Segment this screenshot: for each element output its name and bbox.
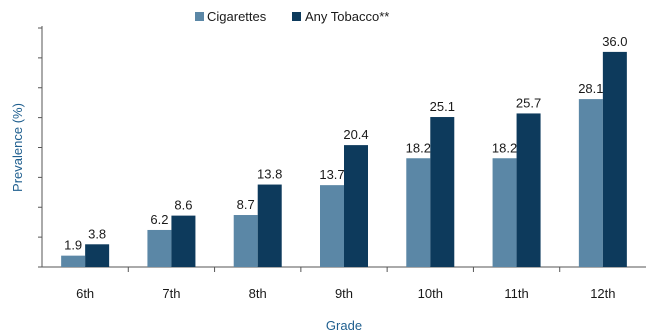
bar-cigarettes-10th — [406, 158, 431, 267]
data-label: 13.7 — [319, 167, 344, 182]
bar-any-tobacco-7th — [171, 215, 196, 267]
bar-any-tobacco-9th — [344, 145, 368, 267]
data-label: 18.2 — [406, 140, 431, 155]
bar-any-tobacco-11th — [516, 113, 541, 267]
x-tick-label: 7th — [162, 286, 180, 301]
bar-any-tobacco-12th — [602, 51, 627, 268]
x-tick-label: 12th — [590, 286, 615, 301]
legend-label-cigarettes: Cigarettes — [207, 9, 267, 24]
data-labels: 1.9 3.8 6.2 8.6 8.713.8 13.7 20.4 18.2 25.1 18.2 2… — [64, 34, 627, 253]
data-label: 36.0 — [602, 34, 627, 49]
bar-cigarettes-9th — [320, 185, 344, 267]
bar-any-tobacco-10th — [430, 117, 455, 267]
legend-label-any-tobacco: Any Tobacco** — [305, 9, 389, 24]
data-label: 8.7 — [237, 197, 255, 212]
bar-cigarettes-11th — [492, 158, 517, 267]
bar-any-tobacco-8th — [257, 184, 282, 267]
bar-cigarettes-8th — [233, 215, 258, 267]
x-tick-label: 9th — [335, 286, 353, 301]
data-label: 3.8 — [88, 226, 106, 241]
bars — [61, 51, 627, 268]
data-label: 20.4 — [343, 127, 368, 142]
bar-cigarettes-12th — [578, 99, 603, 267]
data-label: 8.6 — [174, 198, 192, 213]
bar-cigarettes-7th — [147, 229, 172, 267]
x-tick-labels: 6th 7th 8th 9th 10th 11th 12th — [76, 286, 615, 301]
x-tick-label: 10th — [418, 286, 443, 301]
x-axis-title: Grade — [326, 318, 362, 333]
x-tick-label: 8th — [249, 286, 267, 301]
data-label: 1.9 — [64, 238, 82, 253]
data-label: 28.1 — [578, 81, 603, 96]
data-label: 6.2 — [150, 212, 168, 227]
legend-swatch-cigarettes — [195, 12, 204, 21]
data-label: 25.7 — [516, 95, 541, 110]
legend-swatch-any-tobacco — [292, 12, 301, 21]
x-tick-label: 6th — [76, 286, 94, 301]
bar-any-tobacco-6th — [85, 244, 110, 267]
x-tick-label: 11th — [504, 286, 528, 301]
data-label: 18.2 — [492, 140, 517, 155]
data-label: 25.1 — [430, 99, 455, 114]
bar-cigarettes-6th — [61, 255, 86, 267]
y-axis-title: Prevalence (%) — [10, 103, 25, 192]
data-label: 13.8 — [257, 167, 282, 182]
legend: Cigarettes Any Tobacco** — [195, 9, 389, 24]
